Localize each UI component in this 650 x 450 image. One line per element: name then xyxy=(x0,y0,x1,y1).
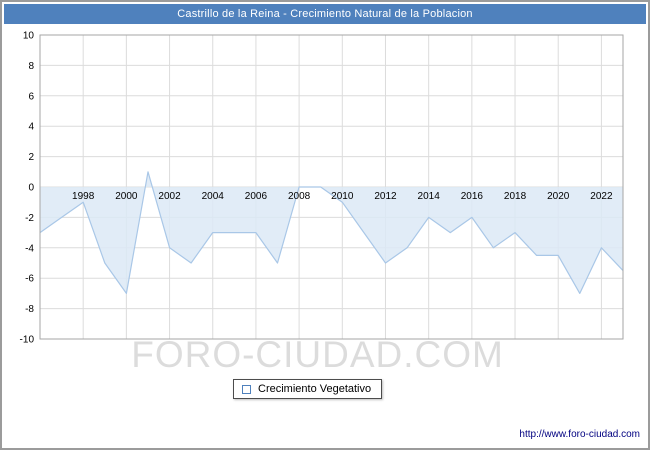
x-axis-tick-label: 2006 xyxy=(245,191,268,202)
y-axis-tick-label: 6 xyxy=(28,91,34,102)
y-axis-tick-label: 4 xyxy=(28,122,34,133)
y-axis-tick-label: 2 xyxy=(28,152,34,163)
x-axis-tick-label: 2002 xyxy=(158,191,181,202)
x-axis-tick-label: 2020 xyxy=(547,191,570,202)
y-axis-tick-label: -4 xyxy=(25,243,34,254)
y-axis-tick-label: 8 xyxy=(28,61,34,72)
x-axis-tick-label: 2010 xyxy=(331,191,354,202)
legend-marker-icon xyxy=(242,384,251,394)
plot-border xyxy=(39,34,624,340)
area-series-fill xyxy=(40,171,623,294)
x-axis-tick-label: 2008 xyxy=(288,191,311,202)
x-axis-tick-label: 2018 xyxy=(504,191,527,202)
legend-label: Crecimiento Vegetativo xyxy=(258,383,372,395)
legend: Crecimiento Vegetativo xyxy=(233,379,383,399)
x-axis-tick-label: 2000 xyxy=(115,191,138,202)
y-axis-tick-label: -8 xyxy=(25,304,34,315)
y-axis-tick-label: 0 xyxy=(28,183,34,194)
site-url[interactable]: http://www.foro-ciudad.com xyxy=(519,429,640,440)
x-axis-tick-label: 2012 xyxy=(374,191,397,202)
x-axis-tick-label: 2014 xyxy=(418,191,441,202)
y-axis-tick-label: 10 xyxy=(23,31,35,42)
x-axis-tick-label: 2022 xyxy=(590,191,613,202)
x-axis-tick-label: 2016 xyxy=(461,191,484,202)
y-axis-tick-label: -2 xyxy=(25,213,34,224)
x-axis-tick-label: 2004 xyxy=(202,191,225,202)
x-axis-tick-label: 1998 xyxy=(72,191,95,202)
y-axis-tick-label: -6 xyxy=(25,274,34,285)
chart-title: Castrillo de la Reina - Crecimiento Natu… xyxy=(4,4,646,24)
area-series-line xyxy=(39,171,624,294)
y-axis-tick-label: -10 xyxy=(20,335,35,346)
